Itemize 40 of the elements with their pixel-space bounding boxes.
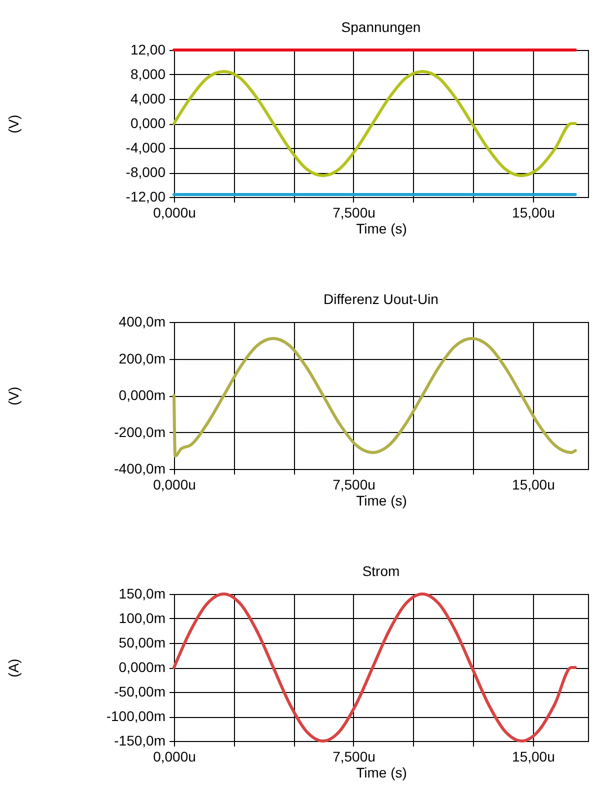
chart-title: Strom — [362, 563, 400, 579]
y-tick-label: 100,0m — [118, 610, 166, 626]
y-tick-label: 0,000m — [118, 659, 166, 675]
x-tick-label: 7,500u — [332, 204, 376, 220]
x-axis-title: Time (s) — [356, 492, 407, 508]
x-tick-label: 15,00u — [512, 748, 555, 764]
x-axis-title: Time (s) — [356, 764, 407, 780]
line-series — [172, 70, 577, 178]
y-tick-label: -100,00m — [106, 708, 166, 724]
y-tick-label: 0,000 — [130, 115, 166, 131]
y-tick-label: 200,0m — [118, 350, 166, 366]
x-tick-label: 0,000u — [153, 476, 196, 492]
y-tick-label: 400,0m — [118, 314, 166, 330]
y-axis-title: (V) — [6, 114, 22, 134]
x-tick-label: 7,500u — [332, 476, 376, 492]
x-tick-label: 0,000u — [153, 204, 196, 220]
x-tick-label: 7,500u — [332, 748, 376, 764]
y-tick-label: -50,00m — [114, 684, 166, 700]
y-tick-label: 12,00 — [130, 42, 166, 58]
x-tick-label: 15,00u — [512, 476, 555, 492]
y-axis-title: (A) — [6, 658, 22, 678]
y-tick-label: 0,000m — [118, 387, 166, 403]
y-axis-title: (V) — [6, 386, 22, 406]
line-series — [172, 337, 577, 458]
y-tick-label: 50,00m — [118, 634, 166, 650]
chart-title: Differenz Uout-Uin — [324, 291, 438, 307]
y-tick-label: -400,0m — [114, 460, 166, 476]
x-axis-title: Time (s) — [356, 220, 407, 236]
y-tick-label: -200,0m — [114, 424, 166, 440]
y-tick-label: 8,000 — [130, 66, 166, 82]
y-tick-label: 150,0m — [118, 586, 166, 602]
x-tick-label: 0,000u — [153, 748, 196, 764]
y-tick-label: -150,0m — [114, 732, 166, 748]
x-tick-label: 15,00u — [512, 204, 555, 220]
y-tick-label: 4,000 — [130, 90, 166, 106]
y-tick-label: -12,00 — [126, 188, 166, 204]
chart-title: Spannungen — [341, 19, 421, 35]
y-tick-label: -4,000 — [126, 140, 166, 156]
line-series — [172, 592, 577, 742]
y-tick-label: -8,000 — [126, 164, 166, 180]
